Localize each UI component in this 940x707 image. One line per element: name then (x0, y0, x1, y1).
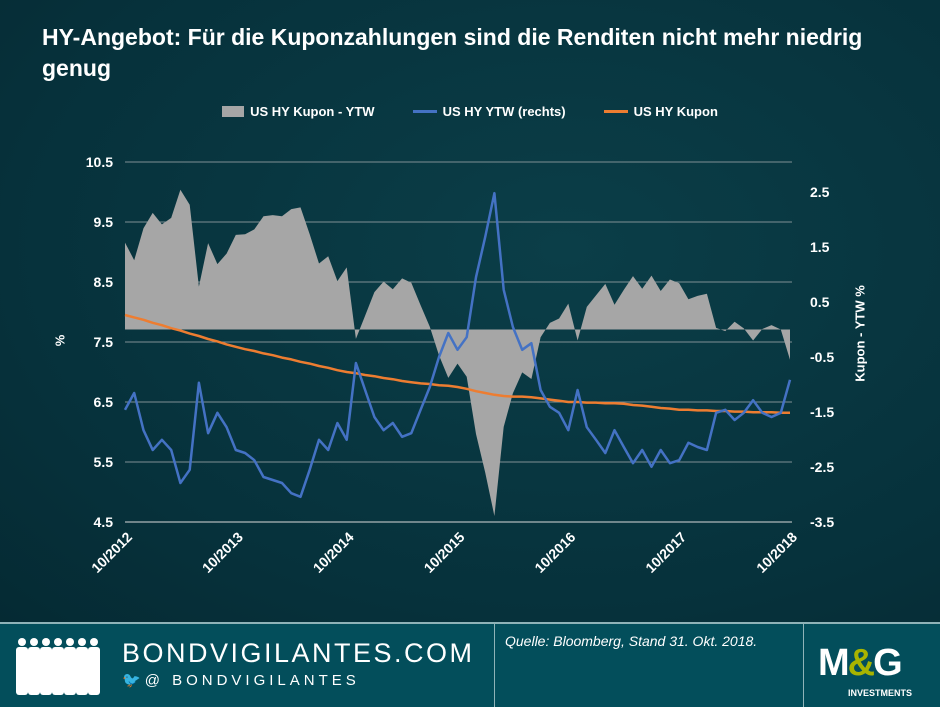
y-left-tick-label: 7.5 (94, 334, 114, 350)
x-tick-label: 10/2015 (421, 529, 468, 576)
mg-logo: M&G (818, 642, 903, 684)
y-left-tick-label: 5.5 (94, 454, 114, 470)
legend-swatch (603, 110, 628, 113)
y-left-tick-label: 6.5 (94, 394, 114, 410)
x-tick-label: 10/2012 (88, 529, 135, 576)
y-right-tick-label: -2.5 (810, 459, 834, 475)
twitter-handle: 🐦@ BONDVIGILANTES (122, 671, 360, 689)
series-line-ytw (123, 191, 792, 499)
legend-label: US HY Kupon (633, 104, 718, 119)
y-left-tick-label: 9.5 (94, 214, 114, 230)
y-left-tick-label: 4.5 (94, 514, 114, 530)
x-tick-label: 10/2014 (310, 529, 357, 576)
y-left-tick-label: 10.5 (86, 154, 113, 170)
legend: US HY Kupon - YTW US HY YTW (rechts) US … (0, 104, 940, 119)
y-right-tick-label: 2.5 (810, 184, 830, 200)
y-right-tick-label: 1.5 (810, 239, 830, 255)
divider (803, 624, 804, 707)
legend-label: US HY YTW (rechts) (442, 104, 566, 119)
handle-text: @ BONDVIGILANTES (144, 672, 360, 689)
site-name: BONDVIGILANTES.COM (122, 638, 475, 668)
x-tick-label: 10/2013 (199, 529, 246, 576)
x-tick-label: 10/2018 (753, 529, 800, 576)
series-area-spread (125, 189, 790, 517)
legend-label: US HY Kupon - YTW (250, 104, 375, 119)
y-right-tick-label: -0.5 (810, 349, 834, 365)
chart-plot: 10.5 9.5 8.5 7.5 6.5 5.5 4.5 2.5 1.5 0.5 -0.5 -1.5 -… (86, 154, 835, 576)
legend-item-spread: US HY Kupon - YTW (222, 104, 375, 119)
legend-item-ytw: US HY YTW (rechts) (412, 104, 566, 119)
x-tick-label: 10/2016 (531, 529, 578, 576)
x-tick-label: 10/2017 (642, 529, 689, 576)
chart-title: HY-Angebot: Für die Kuponzahlungen sind … (42, 24, 863, 81)
divider (494, 624, 495, 707)
legend-item-coupon: US HY Kupon (603, 104, 718, 119)
twitter-bird-icon: 🐦 (122, 672, 145, 689)
logo-subtitle: INVESTMENTS (848, 688, 913, 698)
legend-swatch (412, 110, 437, 113)
footer: BONDVIGILANTES.COM 🐦@ BONDVIGILANTES Que… (0, 622, 940, 707)
y-left-axis-label: % (52, 334, 68, 347)
y-right-axis-label: Kupon - YTW % (852, 285, 868, 382)
y-right-tick-label: 0.5 (810, 294, 830, 310)
y-right-tick-label: -1.5 (810, 404, 834, 420)
source-note: Quelle: Bloomberg, Stand 31. Okt. 2018. (505, 633, 758, 649)
people-silhouette-icon (16, 638, 100, 695)
legend-swatch (222, 106, 245, 117)
series-line-coupon (124, 313, 790, 415)
y-left-tick-label: 8.5 (94, 274, 114, 290)
y-right-tick-label: -3.5 (810, 514, 834, 530)
